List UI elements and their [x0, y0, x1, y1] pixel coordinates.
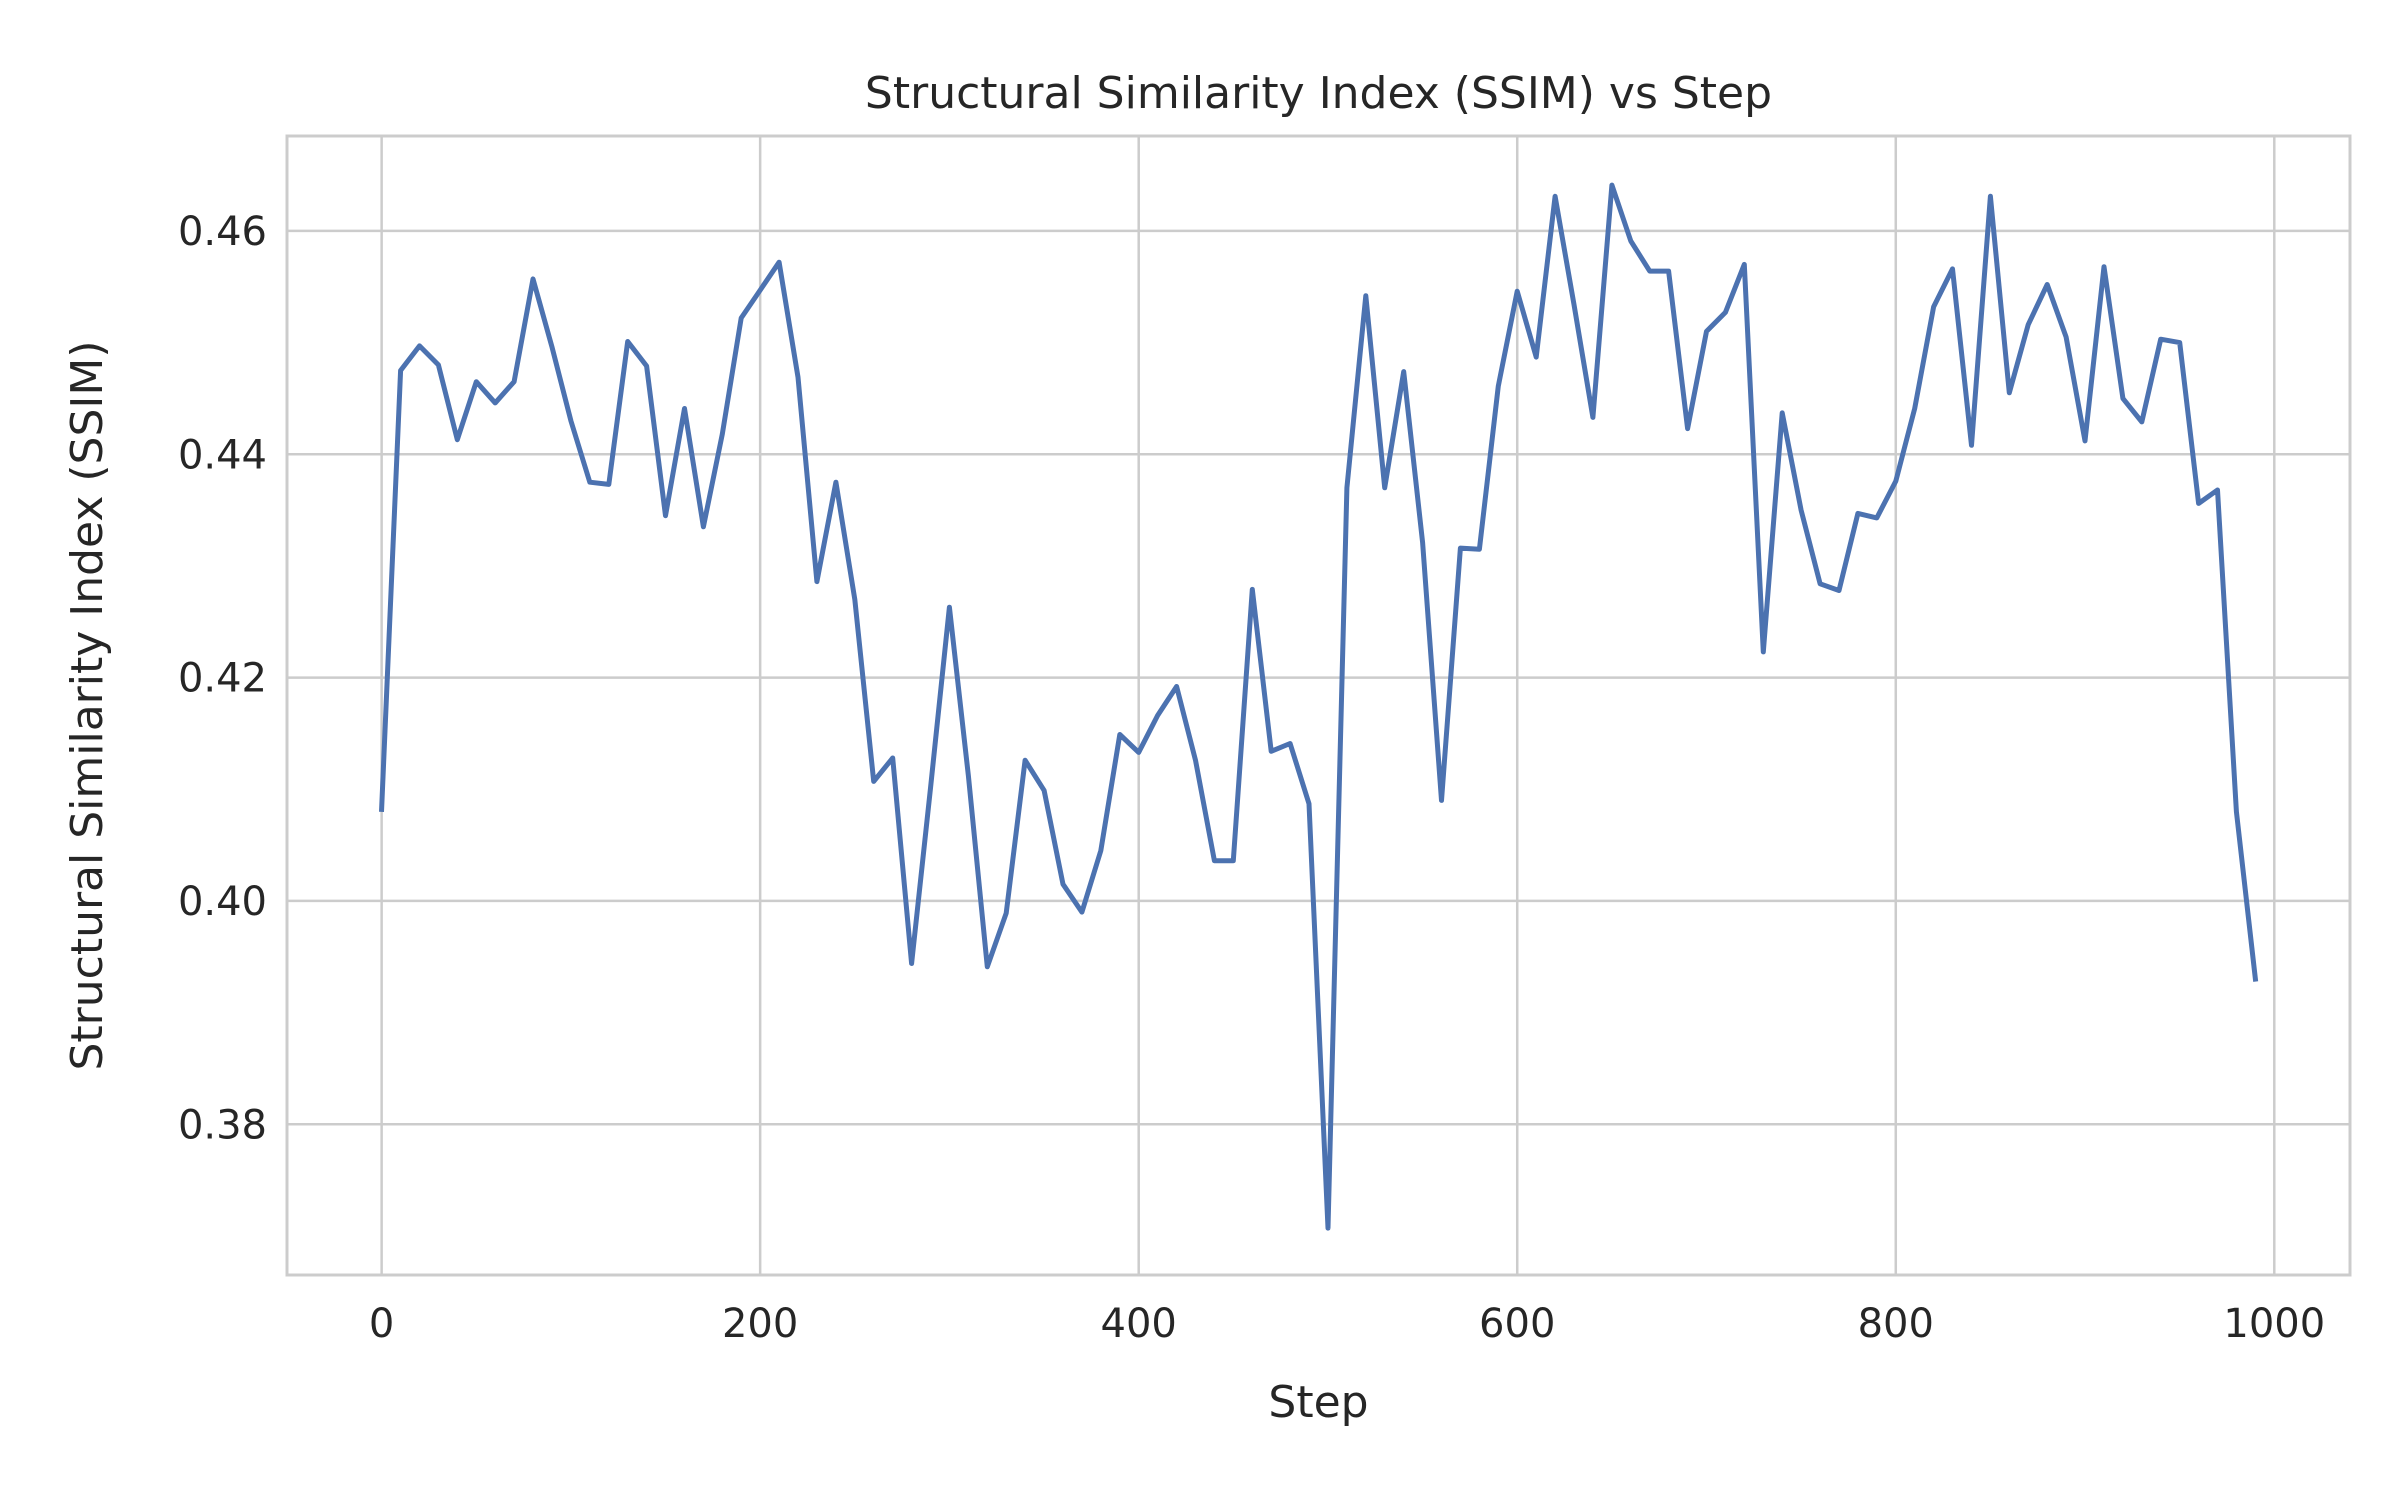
plot-frame	[285, 134, 2352, 1277]
x-tick-label: 1000	[2223, 1301, 2325, 1347]
y-tick-label: 0.40	[178, 879, 267, 925]
y-axis-label: Structural Similarity Index (SSIM)	[62, 340, 113, 1070]
y-tick-label: 0.38	[178, 1102, 267, 1148]
x-tick-label: 600	[1479, 1301, 1555, 1347]
series-group	[378, 182, 2259, 1231]
chart-title: Structural Similarity Index (SSIM) vs St…	[865, 68, 1772, 119]
y-tick-labels: 0.38 0.40 0.42 0.44 0.46	[178, 209, 267, 1148]
x-tick-label: 400	[1101, 1301, 1177, 1347]
grid	[287, 136, 2350, 1275]
y-tick-label: 0.42	[178, 656, 267, 702]
y-tick-label: 0.44	[178, 432, 267, 478]
x-tick-labels: 0 200 400 600 800 1000	[369, 1301, 2325, 1347]
x-axis-label: Step	[1268, 1377, 1368, 1428]
series-line	[378, 182, 2259, 1231]
x-tick-label: 800	[1858, 1301, 1934, 1347]
y-tick-label: 0.46	[178, 209, 267, 255]
x-tick-label: 0	[369, 1301, 394, 1347]
x-tick-label: 200	[722, 1301, 798, 1347]
